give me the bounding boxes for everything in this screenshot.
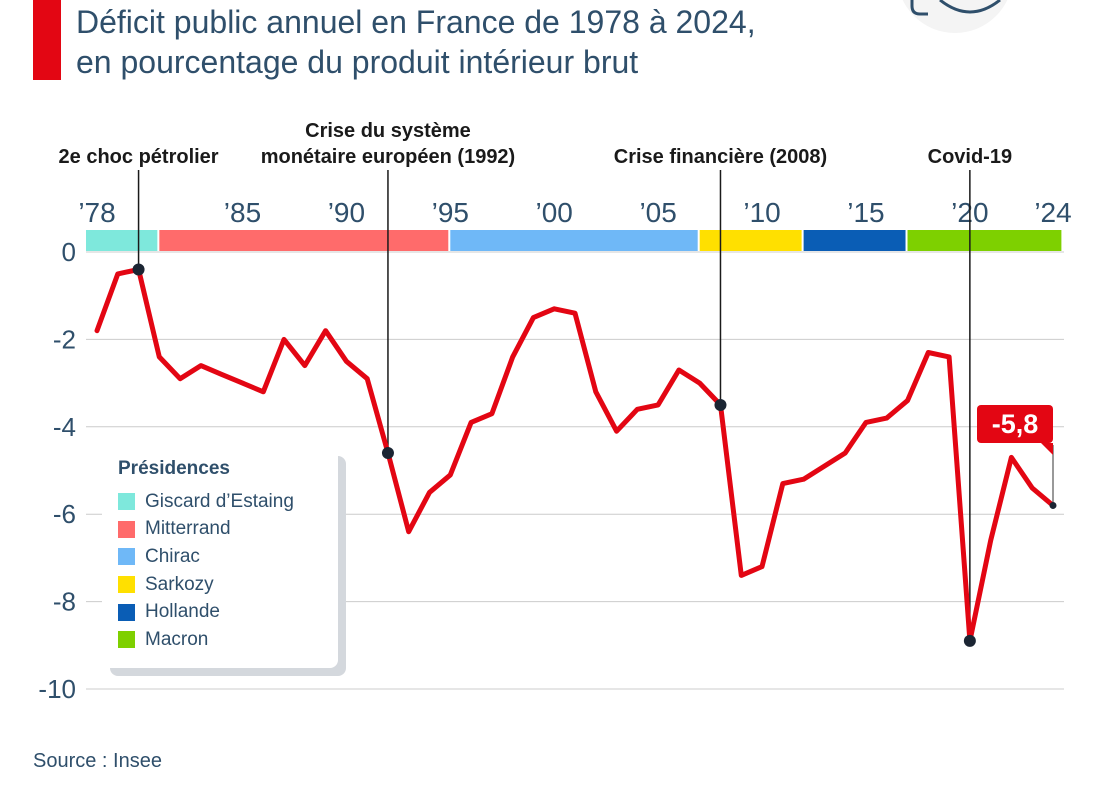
annotation-label: Crise du système [305,120,471,142]
deficit-line [94,267,1056,644]
x-tick-label: ’78 [78,197,115,228]
legend-item: Macron [118,626,294,654]
annotation-marker [714,398,727,411]
x-tick-label: ’95 [432,197,469,228]
title-line-1: Déficit public annuel en France de 1978 … [76,4,756,40]
presidency-band [450,230,698,251]
title-accent-bar [33,0,61,80]
chart-title: Déficit public annuel en France de 1978 … [76,2,756,82]
legend-item: Chirac [118,543,294,571]
x-tick-label: ’24 [1034,197,1071,228]
annotation-label: Crise financière (2008) [614,146,827,168]
legend-swatch [118,603,135,621]
legend-swatch [118,493,135,511]
y-tick-label: -10 [38,674,76,704]
presidency-band [699,230,802,251]
callout-pointer [1041,443,1053,455]
callout-box [977,405,1053,443]
x-tick-label: ’05 [639,197,676,228]
presidency-band [86,230,158,251]
legend-title: Présidences [118,458,230,479]
legend-item: Hollande [118,598,294,626]
annotation-marker [132,263,145,276]
y-tick-label: -8 [53,587,76,617]
legend: Présidences Giscard d’Estaing Mitterrand C… [102,448,338,668]
legend-label: Chirac [145,545,200,567]
y-tick-label: 0 [62,237,76,267]
legend-item: Giscard d’Estaing [118,488,294,516]
legend-swatch [118,520,135,538]
legend-label: Giscard d’Estaing [145,490,294,512]
legend-swatch [118,548,135,566]
legend-label: Sarkozy [145,573,214,595]
annotation-marker [963,634,976,647]
callout-marker [1049,501,1057,509]
y-tick-label: -4 [53,412,76,442]
y-tick-label: -2 [53,324,76,354]
legend-swatch [118,576,135,594]
legend-items: Giscard d’Estaing Mitterrand Chirac Sarkozy… [118,488,294,654]
legend-swatch [118,631,135,649]
presidency-band [907,230,1062,251]
annotation-marker [381,447,394,460]
x-tick-label: ’10 [743,197,780,228]
y-tick-label: -6 [53,499,76,529]
x-tick-label: ’15 [847,197,884,228]
annotation-label: 2e choc pétrolier [59,146,219,168]
legend-label: Hollande [145,601,220,623]
callout-label: -5,8 [992,409,1039,439]
legend-item: Mitterrand [118,516,294,544]
x-tick-label: ’85 [224,197,261,228]
presidency-band [159,230,449,251]
legend-label: Mitterrand [145,518,231,540]
legend-item: Sarkozy [118,571,294,599]
x-tick-label: ’00 [536,197,573,228]
brand-logo-icon [902,0,1008,33]
title-line-2: en pourcentage du produit intérieur brut [76,44,639,80]
presidency-band [803,230,906,251]
annotation-label: Covid-19 [928,146,1012,168]
legend-label: Macron [145,628,209,650]
source-note: Source : Insee [33,750,162,772]
x-tick-label: ’90 [328,197,365,228]
annotation-label: monétaire européen (1992) [261,146,516,168]
